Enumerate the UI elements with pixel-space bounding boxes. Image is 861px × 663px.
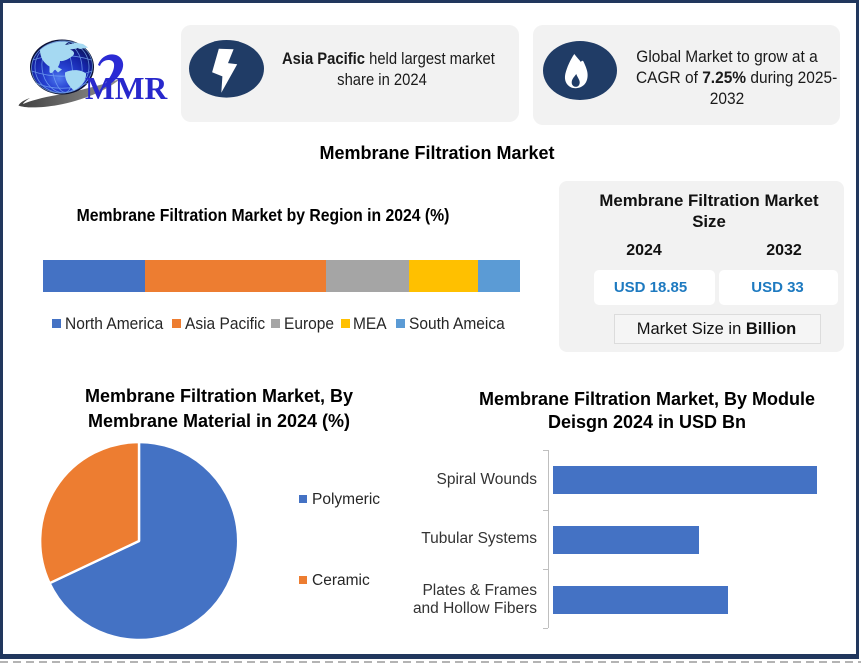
svg-text:MMR: MMR (85, 71, 168, 106)
